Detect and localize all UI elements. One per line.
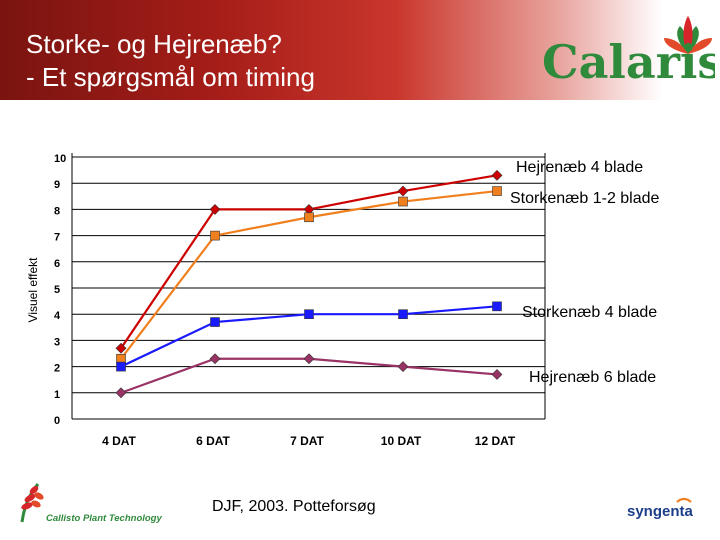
y-axis-label: Visuel effekt	[26, 257, 40, 323]
y-tick-labels: 0 1 2 3 4 5 6 7 8 9 10	[54, 153, 66, 427]
calaris-logo-text: Calaris	[542, 35, 715, 89]
data-point	[397, 361, 409, 373]
series-label: Hejrenæb 6 blade	[529, 369, 656, 386]
title-line-1: Storke- og Hejrenæb?	[26, 29, 282, 59]
y-tick-label: 5	[54, 284, 60, 296]
x-tick-label: 10 DAT	[381, 434, 422, 448]
data-point	[304, 212, 314, 223]
series-lines	[115, 169, 503, 399]
y-tick-label: 10	[54, 153, 66, 165]
syngenta-logo: syngenta	[627, 497, 694, 520]
series-label: Hejrenæb 4 blade	[516, 159, 643, 176]
y-tick-label: 0	[54, 415, 60, 427]
data-point	[210, 230, 220, 241]
data-point	[210, 317, 220, 327]
footnote: DJF, 2003. Potteforsøg	[212, 498, 376, 515]
series-2	[116, 186, 502, 364]
data-point	[116, 361, 126, 372]
x-tick-label: 12 DAT	[475, 434, 516, 448]
data-point	[398, 309, 408, 320]
data-point	[398, 196, 408, 207]
y-tick-label: 9	[54, 179, 60, 191]
y-tick-label: 2	[54, 363, 60, 375]
y-tick-label: 1	[54, 389, 60, 401]
calaris-logo: Calaris	[542, 16, 715, 89]
y-tick-label: 4	[54, 310, 61, 322]
callisto-logo-text: Callisto Plant Technology	[46, 513, 162, 524]
y-tick-label: 6	[54, 258, 60, 270]
data-point	[397, 185, 409, 197]
data-point	[303, 353, 315, 365]
data-point	[492, 186, 502, 196]
syngenta-logo-text: syngenta	[627, 503, 694, 520]
callisto-logo: Callisto Plant Technology	[20, 483, 162, 524]
series-label: Storkenæb 1-2 blade	[510, 190, 660, 207]
title-line-2: - Et spørgsmål om timing	[26, 62, 315, 92]
series-3	[116, 301, 502, 372]
data-point	[492, 301, 502, 312]
flower-icon	[664, 16, 712, 54]
data-point	[115, 387, 127, 399]
plant-icon	[20, 483, 44, 523]
slide-title: Storke- og Hejrenæb? - Et spørgsmål om t…	[26, 28, 315, 94]
data-point	[115, 342, 127, 354]
series-labels: Hejrenæb 4 blade Storkenæb 1-2 blade Stork…	[510, 159, 660, 386]
leaf-icon	[676, 497, 692, 503]
x-tick-label: 6 DAT	[196, 434, 230, 448]
x-tick-labels: 4 DAT 6 DAT 7 DAT 10 DAT 12 DAT	[102, 434, 516, 448]
x-tick-label: 4 DAT	[102, 434, 136, 448]
data-point	[209, 203, 221, 215]
data-point	[304, 309, 314, 320]
y-tick-label: 8	[54, 205, 60, 217]
series-label: Storkenæb 4 blade	[522, 304, 657, 321]
series-4	[115, 353, 503, 399]
header-band: Storke- og Hejrenæb? - Et spørgsmål om t…	[0, 0, 720, 100]
line-chart: 0 1 2 3 4 5 6 7 8 9 10 4 DAT 6 DAT 7 DAT 10 DAT 12 DAT…	[26, 153, 660, 448]
axes	[71, 153, 546, 420]
y-tick-label: 3	[54, 336, 60, 348]
y-tick-label: 7	[54, 232, 60, 244]
series-1	[115, 169, 503, 354]
x-tick-label: 7 DAT	[290, 434, 324, 448]
data-point	[209, 353, 221, 365]
data-point	[491, 369, 503, 380]
data-point	[491, 169, 503, 181]
